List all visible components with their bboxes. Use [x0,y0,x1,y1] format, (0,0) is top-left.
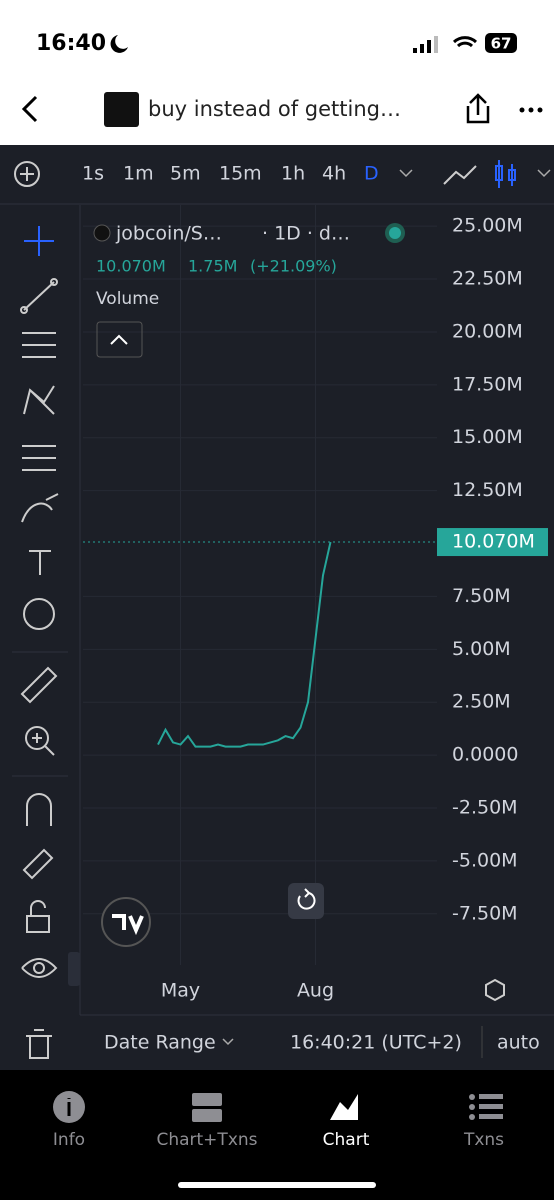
y-tick-label: 2.50M [452,691,511,713]
style-dropdown[interactable] [537,169,551,178]
y-tick-label: 12.50M [452,479,523,501]
battery-icon [485,33,517,53]
legend-interval: · 1D · d… [262,223,350,245]
status-time: 16:40 [36,31,106,56]
legend-change-pct: (+21.09%) [250,257,337,276]
tv-mark [112,914,144,936]
battery-level: 67 [491,35,512,53]
wifi-icon [452,36,478,48]
date-range-caret [222,1038,234,1046]
tab-label[interactable]: Chart+Txns [156,1130,257,1150]
x-tick-label: May [161,980,200,1002]
y-tick-label: 15.00M [452,426,523,448]
y-tick-label: -7.50M [452,902,518,924]
clock: 16:40:21 (UTC+2) [290,1032,462,1054]
home-indicator [178,1182,376,1188]
interval-button[interactable]: 4h [322,163,346,185]
legend-change: 1.75M [188,257,237,276]
top-bg [0,0,554,145]
drawing-tools[interactable] [20,226,59,1059]
y-tick-label: 20.00M [452,320,523,342]
more-button[interactable] [519,107,543,113]
tab-label[interactable]: Chart [323,1130,370,1150]
y-tick-label: -2.50M [452,797,518,819]
tab-label[interactable]: Txns [463,1130,504,1150]
moon-icon [110,35,128,53]
y-tick-label: 0.0000 [452,744,518,766]
plus-icon [20,167,34,181]
y-tick-label: 25.00M [452,215,523,237]
txns-icon [469,1094,503,1120]
date-range-button[interactable]: Date Range [104,1032,216,1054]
tab-bar [0,1070,554,1200]
back-button[interactable] [21,95,38,123]
price-line [157,541,332,748]
candle-style-button[interactable] [495,160,516,188]
interval-dropdown[interactable] [399,169,413,178]
tab-label[interactable]: Info [53,1130,85,1150]
last-price-tag [437,528,548,557]
interval-button[interactable]: 1s [82,163,104,185]
volume-label: Volume [96,289,159,309]
reset-button[interactable] [288,883,324,919]
legend-price: 10.070M [96,257,166,276]
chart-icon [330,1094,358,1120]
last-price-label: 10.070M [452,531,535,553]
y-tick-label: 5.00M [452,638,511,660]
token-logo [104,92,139,127]
y-tick-label: 7.50M [452,585,511,607]
reset-icon [297,888,316,910]
line-style-button[interactable] [443,165,477,185]
interval-button[interactable]: 1h [281,163,305,185]
status-dot [389,227,401,239]
symbol-logo [93,224,111,242]
interval-button[interactable]: 5m [170,163,201,185]
settings-button[interactable] [485,978,505,1002]
interval-button[interactable]: 1m [123,163,154,185]
signal-icon [413,36,438,53]
page-title: buy instead of getting… [148,97,401,121]
add-indicator-button[interactable] [14,161,40,187]
y-tick-label: 17.50M [452,373,523,395]
chart-txns-icon [192,1093,222,1122]
chart-panel-bg [0,145,554,1070]
share-button[interactable] [466,93,490,124]
interval-button[interactable]: 15m [219,163,262,185]
x-tick-label: Aug [297,980,334,1002]
y-tick-label: -5.00M [452,849,518,871]
sidebar-toggle[interactable] [68,952,80,986]
y-tick-label: 22.50M [452,268,523,290]
legend-symbol: jobcoin/S… [115,223,222,245]
chevron-up [110,334,128,345]
scale-button[interactable]: auto [497,1032,540,1054]
collapse-button[interactable] [96,321,143,358]
interval-button[interactable]: D [364,163,379,185]
